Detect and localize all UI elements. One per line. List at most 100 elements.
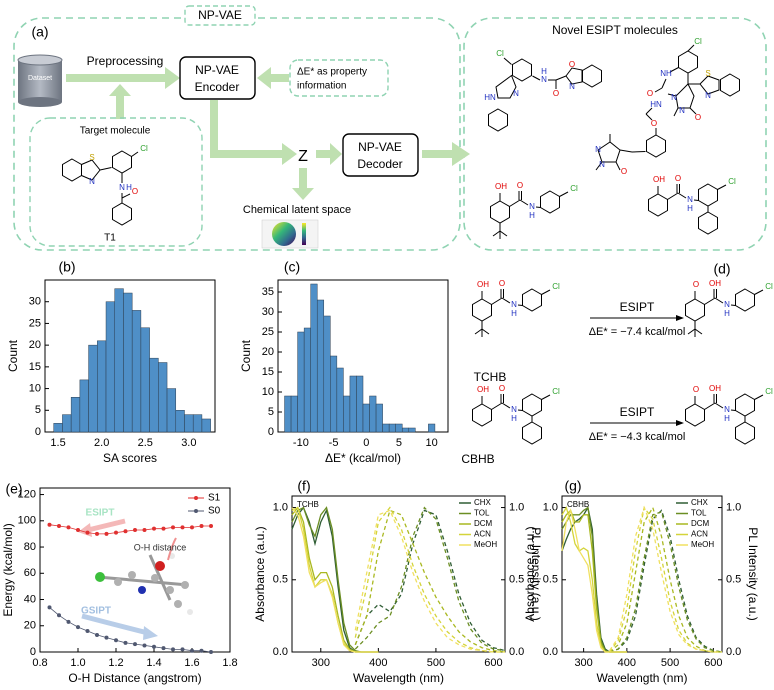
absorbance-line — [561, 508, 627, 653]
ring — [698, 211, 718, 235]
dataset-icon — [17, 54, 63, 66]
bond — [754, 394, 764, 400]
bond — [694, 328, 703, 335]
property-box — [289, 59, 389, 97]
point — [190, 525, 194, 530]
bar — [297, 331, 305, 433]
x-tick-label: -10 — [293, 437, 309, 449]
bar — [428, 423, 436, 433]
y2-tick-label: 1.0 — [726, 501, 741, 513]
x-tick-label: 2.0 — [94, 437, 109, 449]
bond — [615, 161, 621, 171]
atom-label: N — [671, 93, 677, 102]
legend-label: TOL — [691, 509, 707, 518]
point — [180, 525, 185, 530]
pl-line — [609, 511, 723, 653]
point — [123, 529, 128, 534]
x-tick-label: 1.6 — [184, 657, 199, 669]
bar — [88, 344, 98, 433]
y2-tick-label: 0.5 — [726, 574, 741, 586]
atom-label: Cl — [765, 282, 773, 291]
bond — [541, 289, 551, 295]
ring — [675, 83, 695, 109]
bar — [388, 423, 396, 433]
bond — [654, 87, 663, 93]
point — [123, 640, 128, 645]
bar — [158, 362, 168, 433]
atom-label: OH — [495, 182, 507, 191]
bond — [559, 191, 569, 197]
y-tick-label: 80 — [24, 541, 36, 553]
atom-label: S — [705, 69, 710, 78]
x-axis-label: O-H Distance (angstrom) — [68, 671, 201, 685]
bar — [362, 403, 370, 433]
pl-line — [354, 506, 506, 652]
bond — [693, 199, 699, 201]
atom-label: Cl — [765, 387, 773, 396]
reaction-label: ESIPT — [620, 405, 655, 419]
bar — [97, 340, 107, 433]
atom-label: N — [724, 405, 730, 414]
ring — [720, 73, 740, 97]
atom-label: O — [517, 181, 523, 190]
bar — [330, 355, 338, 433]
target-box — [29, 117, 203, 247]
atom-label: O — [499, 279, 505, 288]
atom-label: S — [89, 153, 94, 162]
atom-label: Cl — [570, 184, 578, 193]
point — [161, 646, 166, 651]
absorbance-line — [291, 507, 379, 653]
point — [133, 642, 137, 647]
latent-space-label: Chemical latent space — [243, 204, 351, 216]
point — [47, 605, 52, 610]
y-tick-label: 100 — [18, 515, 36, 527]
bond — [509, 199, 521, 207]
molecule-name: TCHB — [474, 370, 507, 384]
bond — [677, 192, 687, 199]
atom-label: N — [724, 300, 730, 309]
atom-label: O — [553, 89, 559, 98]
atom-label: O — [695, 113, 701, 122]
atom-label: N — [687, 195, 693, 204]
pl-line — [354, 509, 506, 653]
ring — [597, 141, 621, 163]
point — [95, 632, 99, 637]
y2-tick-label: 0.0 — [509, 646, 524, 658]
bond — [501, 402, 511, 409]
y-tick-label: 10 — [262, 386, 274, 398]
y-tick-label: 15 — [262, 366, 274, 378]
point — [133, 527, 137, 532]
bond — [519, 199, 529, 206]
annotation: GSIPT — [81, 606, 111, 617]
bond — [717, 184, 727, 190]
atom-label: N — [595, 145, 601, 154]
latent-label: Z — [298, 148, 308, 165]
point — [171, 525, 175, 530]
atom-label: Cl — [728, 177, 736, 186]
atom-label: NH — [660, 69, 672, 78]
plot-frame — [39, 487, 231, 653]
x-tick-label: 1.2 — [108, 657, 123, 669]
bond — [492, 230, 501, 237]
decoder-box — [342, 133, 419, 177]
y-tick-label: 120 — [18, 488, 36, 500]
y-tick-label: 0.5 — [543, 574, 558, 586]
molecule-name: CBHB — [461, 452, 494, 466]
atom-label: Cl — [496, 49, 504, 58]
bar — [131, 310, 142, 433]
point — [76, 527, 80, 532]
bar — [284, 395, 292, 433]
bond — [541, 394, 551, 400]
x-tick-label: 300 — [312, 657, 330, 669]
y-tick-label: 1.0 — [273, 501, 288, 513]
bar — [114, 288, 124, 433]
atom-label: H — [126, 183, 132, 192]
ring — [495, 74, 517, 99]
bond — [491, 297, 503, 305]
point — [190, 648, 194, 653]
bar — [149, 357, 159, 433]
bond — [667, 192, 679, 200]
point — [47, 522, 52, 527]
x-tick-label: 3.0 — [181, 437, 196, 449]
bar — [184, 414, 194, 433]
